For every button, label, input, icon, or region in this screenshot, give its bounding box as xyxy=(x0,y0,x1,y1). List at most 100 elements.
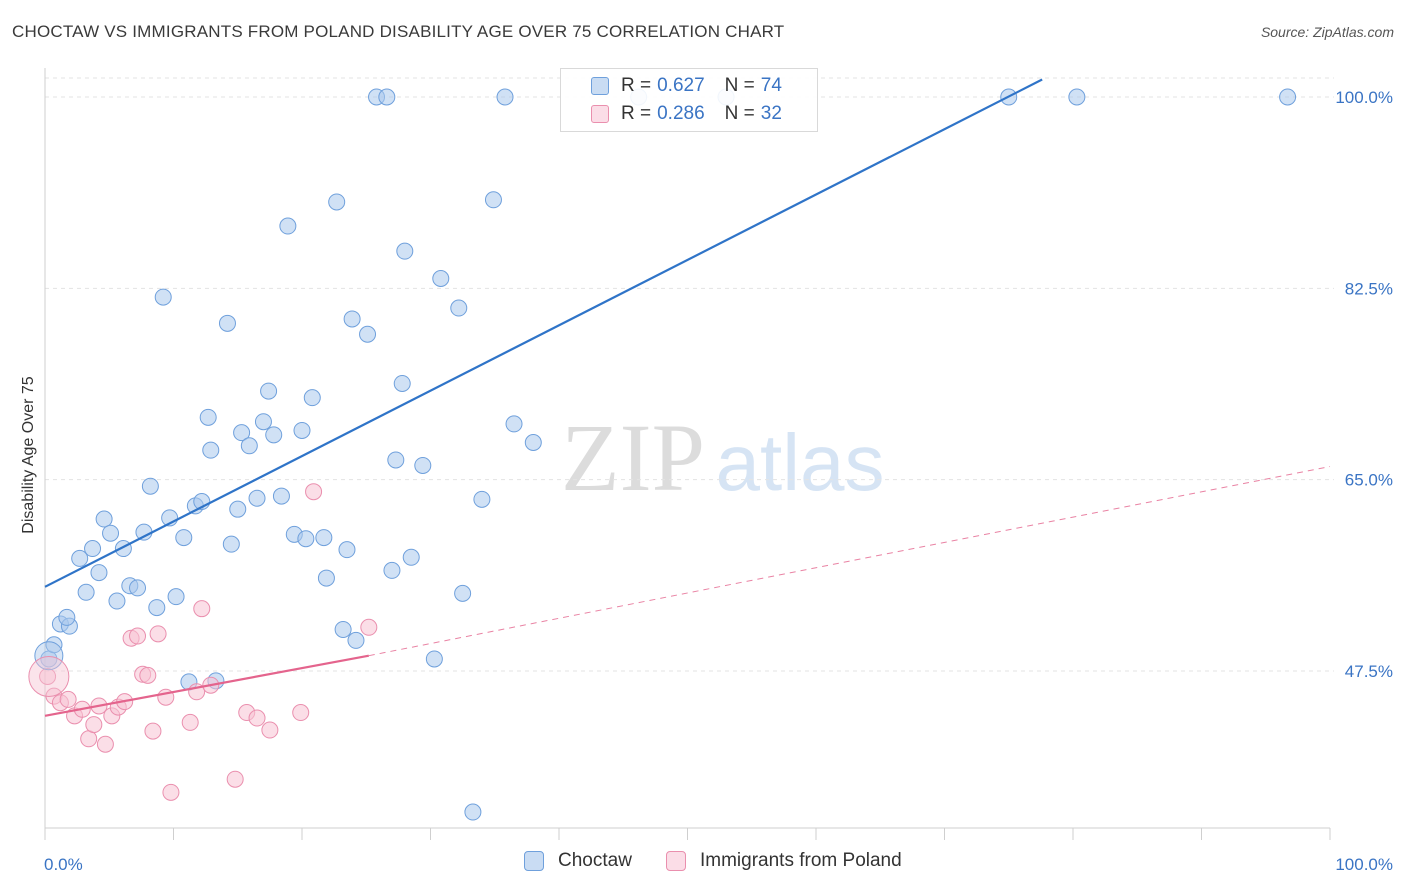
point-choctaw xyxy=(450,299,468,317)
point-choctaw xyxy=(248,489,266,507)
bottom-legend-label: Choctaw xyxy=(558,850,632,871)
point-choctaw xyxy=(77,583,95,601)
point-poland xyxy=(39,667,57,685)
y-tick-label: 82.5% xyxy=(1345,279,1393,298)
point-choctaw xyxy=(303,389,321,407)
point-choctaw xyxy=(396,242,414,260)
point-choctaw xyxy=(425,650,443,668)
point-choctaw xyxy=(383,561,401,579)
point-poland xyxy=(292,704,310,722)
point-choctaw xyxy=(464,803,482,821)
point-choctaw xyxy=(387,451,405,469)
point-poland xyxy=(248,709,266,727)
point-choctaw xyxy=(58,608,76,626)
point-choctaw xyxy=(484,191,502,209)
legend-r-key: R = xyxy=(621,103,652,124)
trend-line-1 xyxy=(44,654,370,717)
bottom-legend: Choctaw Immigrants from Poland xyxy=(0,850,1406,880)
y-tick-label: 47.5% xyxy=(1345,662,1393,681)
point-choctaw xyxy=(222,535,240,553)
point-choctaw xyxy=(1279,88,1297,106)
legend-r-value: 0.286 xyxy=(657,103,705,124)
point-choctaw xyxy=(317,569,335,587)
point-choctaw xyxy=(293,421,311,439)
bottom-legend-label: Immigrants from Poland xyxy=(700,850,902,871)
point-choctaw xyxy=(432,269,450,287)
point-choctaw xyxy=(359,325,377,343)
source-label: Source: ZipAtlas.com xyxy=(1260,24,1394,40)
trend-extension-1 xyxy=(368,466,1331,657)
legend-n-key: N = xyxy=(724,103,755,124)
point-poland xyxy=(59,690,77,708)
legend-n-value: 32 xyxy=(760,103,782,124)
point-choctaw xyxy=(272,487,290,505)
point-choctaw xyxy=(135,523,153,541)
point-choctaw xyxy=(34,641,64,671)
legend-swatch-choctaw xyxy=(591,77,609,95)
point-choctaw xyxy=(108,592,126,610)
y-tick-label: 100.0% xyxy=(1335,88,1393,107)
bottom-legend-swatch-choctaw xyxy=(524,851,544,871)
point-choctaw xyxy=(129,579,147,597)
point-choctaw xyxy=(141,477,159,495)
point-poland xyxy=(181,713,199,731)
point-choctaw xyxy=(402,548,420,566)
point-poland xyxy=(226,770,244,788)
point-choctaw xyxy=(393,374,411,392)
y-tick-label: 65.0% xyxy=(1345,471,1393,490)
point-choctaw xyxy=(378,88,396,106)
legend-swatch-poland xyxy=(591,105,609,123)
watermark-zip: ZIP xyxy=(561,404,705,511)
point-choctaw xyxy=(202,441,220,459)
x-tick-label: 100.0% xyxy=(1335,855,1393,874)
legend-n-key: N = xyxy=(724,75,755,96)
point-choctaw xyxy=(328,193,346,211)
point-poland xyxy=(193,600,211,618)
point-choctaw xyxy=(167,588,185,606)
watermark-atlas: atlas xyxy=(716,418,885,507)
point-choctaw xyxy=(496,88,514,106)
point-choctaw xyxy=(254,413,272,431)
legend-r-value: 0.627 xyxy=(657,75,705,96)
point-choctaw xyxy=(90,564,108,582)
point-choctaw xyxy=(240,437,258,455)
legend-row-choctaw: R = 0.627 N = 74 xyxy=(561,73,782,99)
point-poland xyxy=(139,666,157,684)
legend-n-value: 74 xyxy=(760,75,782,96)
point-choctaw xyxy=(414,456,432,474)
point-choctaw xyxy=(260,382,278,400)
point-poland xyxy=(149,625,167,643)
point-poland xyxy=(85,716,103,734)
y-axis-label: Disability Age Over 75 xyxy=(20,376,37,534)
point-choctaw xyxy=(84,540,102,558)
point-choctaw xyxy=(95,510,113,528)
x-tick-label: 0.0% xyxy=(44,855,83,874)
bottom-legend-swatch-poland xyxy=(666,851,686,871)
chart-title: CHOCTAW VS IMMIGRANTS FROM POLAND DISABI… xyxy=(12,22,785,41)
point-poland xyxy=(360,618,378,636)
point-poland xyxy=(144,722,162,740)
point-choctaw xyxy=(199,408,217,426)
point-choctaw xyxy=(297,530,315,548)
point-choctaw xyxy=(279,217,297,235)
point-choctaw xyxy=(148,599,166,617)
point-poland xyxy=(96,735,114,753)
point-choctaw xyxy=(102,524,120,542)
legend: R = 0.627 N = 74 R = 0.286 N = 32 xyxy=(560,68,818,132)
legend-row-poland: R = 0.286 N = 32 xyxy=(561,101,782,127)
point-choctaw xyxy=(347,631,365,649)
point-choctaw xyxy=(338,541,356,559)
point-poland xyxy=(129,627,147,645)
point-poland xyxy=(261,721,279,739)
point-poland xyxy=(162,783,180,801)
point-choctaw xyxy=(343,310,361,328)
point-choctaw xyxy=(175,529,193,547)
point-choctaw xyxy=(505,415,523,433)
point-choctaw xyxy=(524,433,542,451)
point-choctaw xyxy=(218,314,236,332)
point-poland xyxy=(28,655,70,697)
point-poland xyxy=(80,730,98,748)
point-choctaw xyxy=(233,424,251,442)
point-choctaw xyxy=(71,549,89,567)
